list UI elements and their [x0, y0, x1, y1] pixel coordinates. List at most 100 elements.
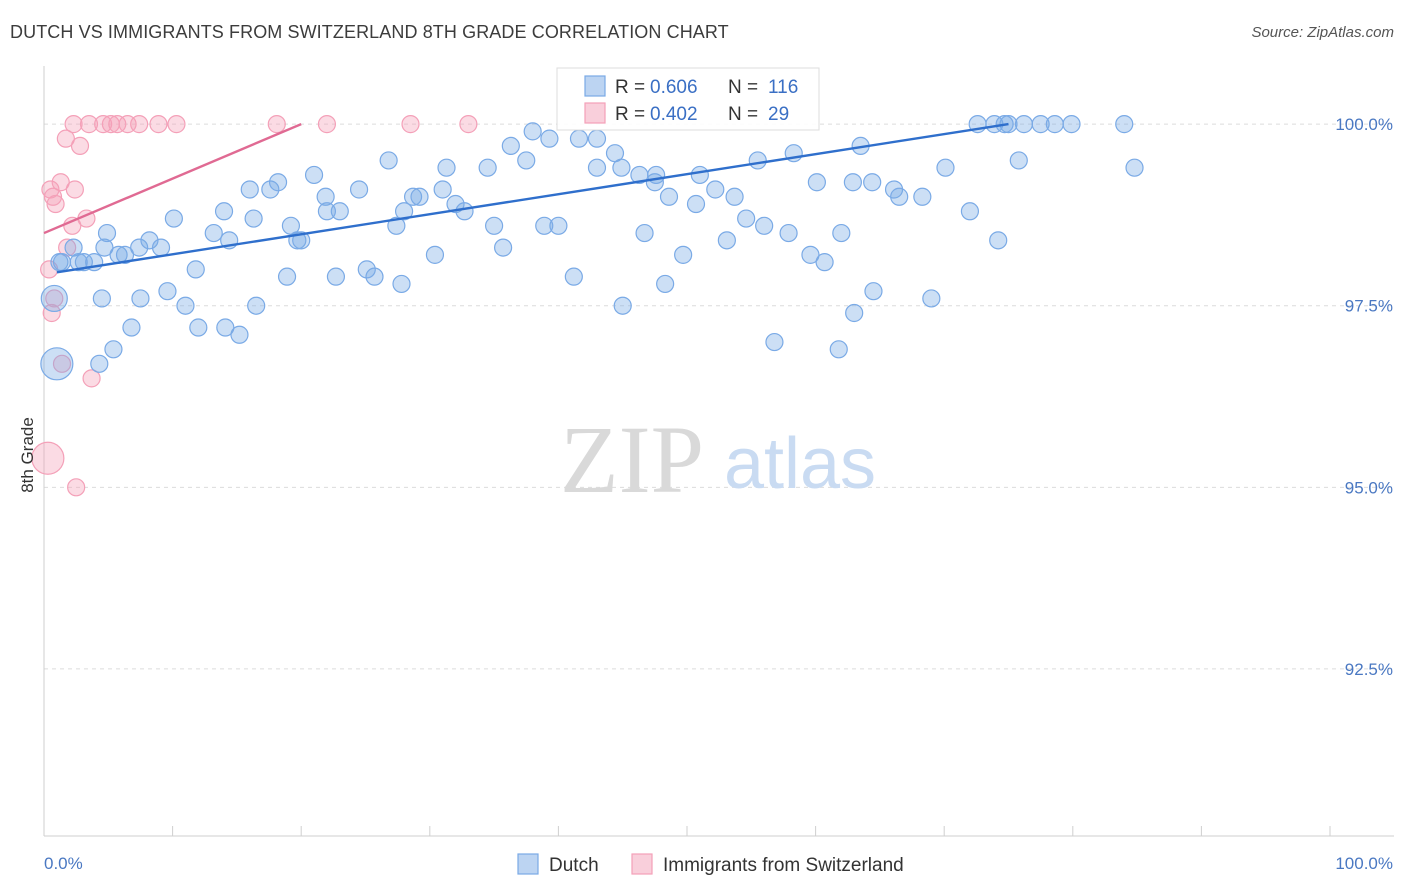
data-point	[216, 318, 235, 337]
data-point	[40, 347, 74, 381]
bottom-legend-swatch	[631, 853, 653, 875]
data-point	[92, 289, 111, 308]
data-point	[317, 115, 337, 134]
data-point	[613, 296, 632, 315]
data-point	[131, 289, 150, 308]
data-point	[725, 187, 744, 206]
data-point	[540, 129, 559, 148]
data-point	[936, 158, 955, 177]
data-point	[104, 340, 123, 359]
data-point	[401, 115, 420, 134]
data-point	[1014, 115, 1034, 134]
data-points	[31, 115, 1144, 497]
watermark-zip: ZIP	[560, 406, 704, 513]
data-point	[656, 274, 675, 294]
data-point	[674, 245, 693, 264]
legend-n-value: 116	[768, 77, 798, 98]
bottom-legend-label: Immigrants from Switzerland	[663, 855, 904, 876]
data-point	[1062, 115, 1081, 134]
data-point	[801, 245, 820, 264]
data-point	[43, 187, 63, 206]
data-point	[130, 238, 149, 257]
bottom-legend-swatch	[517, 853, 539, 875]
data-point	[748, 151, 767, 170]
data-point	[690, 165, 709, 185]
data-point	[82, 369, 101, 388]
data-point	[706, 180, 725, 199]
x-tick-label-min: 0.0%	[44, 854, 83, 873]
data-point	[960, 202, 980, 221]
bottom-legend-label: Dutch	[549, 855, 599, 876]
data-point	[330, 202, 349, 221]
data-point	[755, 216, 774, 235]
trend-lines	[43, 122, 1009, 274]
data-point	[244, 209, 263, 228]
data-point	[433, 180, 452, 199]
data-point	[267, 115, 286, 134]
data-point	[517, 151, 536, 170]
trend-line-1	[43, 123, 302, 235]
data-point	[437, 158, 456, 177]
data-point	[40, 284, 68, 313]
data-point	[90, 354, 109, 373]
data-point	[94, 115, 113, 134]
data-point	[186, 260, 205, 279]
data-point	[122, 318, 141, 337]
tick-labels: 100.0% 97.5% 95.0% 92.5% 0.0% 100.0%	[44, 115, 1393, 873]
data-point	[79, 115, 99, 134]
data-point	[1125, 158, 1144, 177]
legend-r-value: 0.402	[650, 104, 698, 125]
data-point	[214, 202, 234, 221]
data-point	[1115, 115, 1134, 134]
data-point	[247, 296, 266, 315]
data-point	[95, 238, 114, 257]
y-tick-label: 100.0%	[1335, 115, 1393, 134]
data-point	[455, 202, 474, 221]
data-point	[478, 158, 497, 177]
data-point	[140, 231, 159, 250]
data-point	[130, 115, 149, 134]
data-point	[737, 209, 756, 228]
data-point	[189, 318, 208, 337]
data-point	[115, 245, 135, 264]
data-point	[392, 274, 411, 294]
data-point	[64, 115, 83, 134]
data-point	[379, 151, 398, 170]
data-point	[1009, 151, 1028, 170]
data-point	[659, 187, 679, 206]
data-point	[51, 173, 70, 192]
legend-n-label: N =	[728, 77, 758, 98]
data-point	[316, 187, 335, 206]
y-tick-label: 95.0%	[1345, 478, 1393, 497]
data-point	[535, 216, 554, 235]
data-point	[587, 158, 607, 177]
data-point	[864, 282, 883, 301]
trend-line-0	[56, 122, 1009, 274]
data-point	[349, 180, 369, 199]
legend-box: R = 0.606 N = 116 R = 0.402 N = 29	[556, 67, 820, 131]
data-point	[67, 478, 86, 497]
data-point	[52, 354, 72, 373]
data-point	[151, 238, 171, 257]
data-point	[387, 216, 406, 235]
data-point	[635, 223, 654, 243]
data-point	[501, 136, 520, 156]
data-point	[410, 187, 429, 206]
data-point	[845, 303, 864, 323]
data-point	[240, 180, 259, 199]
data-point	[268, 173, 288, 192]
legend-swatch	[584, 102, 606, 124]
data-point	[989, 231, 1008, 250]
data-point	[164, 209, 183, 228]
data-point	[425, 245, 445, 264]
data-point	[807, 173, 826, 192]
source-label: Source: ZipAtlas.com	[1251, 24, 1394, 41]
watermark: ZIP atlas	[560, 406, 876, 513]
data-point	[394, 202, 414, 221]
legend-swatch	[584, 75, 606, 97]
data-point	[829, 340, 848, 359]
legend-r-value: 0.606	[650, 77, 698, 98]
data-point	[31, 441, 65, 475]
data-point	[843, 173, 862, 192]
data-point	[357, 260, 376, 279]
